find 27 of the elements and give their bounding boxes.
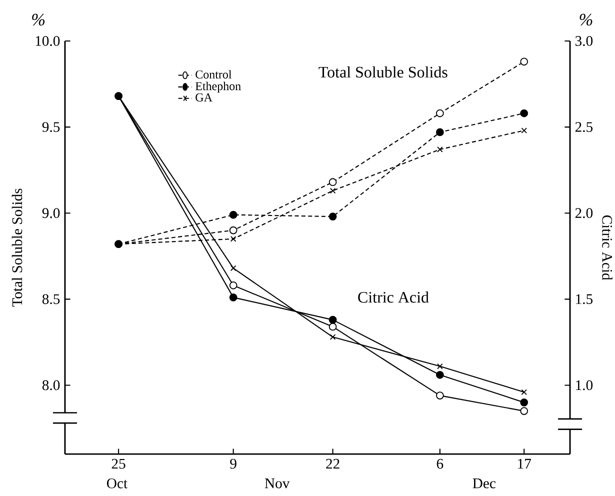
text: Dec (472, 478, 496, 488)
text: Nov (264, 478, 290, 488)
y-tick-label: 8.0 (42, 380, 60, 390)
y2-axis-title: Citric Acid (602, 215, 612, 280)
x-tick-label: 17 (518, 458, 531, 469)
annotation: Total Soluble Solids (318, 66, 448, 78)
y2-tick-label: 2.5 (575, 122, 593, 132)
x-tick-label: 6 (436, 458, 444, 469)
annotation: Citric Acid (358, 291, 429, 303)
x-tick-label: 9 (230, 458, 236, 469)
y-tick-label: 9.0 (42, 208, 60, 218)
x-tick-label: 22 (326, 458, 340, 469)
y2-tick-label: 2.0 (575, 208, 593, 218)
y-tick-label: 9.5 (42, 122, 60, 132)
y-tick-label: 8.5 (42, 294, 60, 304)
y2-tick-label: 1.0 (576, 380, 593, 390)
y2-tick-label: 1.5 (576, 294, 593, 304)
y-axis-title: Total Soluble Solids (12, 188, 22, 307)
text: % (580, 14, 592, 26)
legend-label: Control (196, 70, 232, 79)
legend-label: GA (196, 93, 212, 102)
text: % (32, 14, 45, 26)
text: Oct (107, 478, 128, 488)
y-tick-label: 10.0 (36, 36, 60, 46)
y2-tick-label: 3.0 (575, 36, 593, 46)
x-tick-label: 25 (112, 458, 126, 469)
legend-label: Ethephon (195, 82, 241, 93)
